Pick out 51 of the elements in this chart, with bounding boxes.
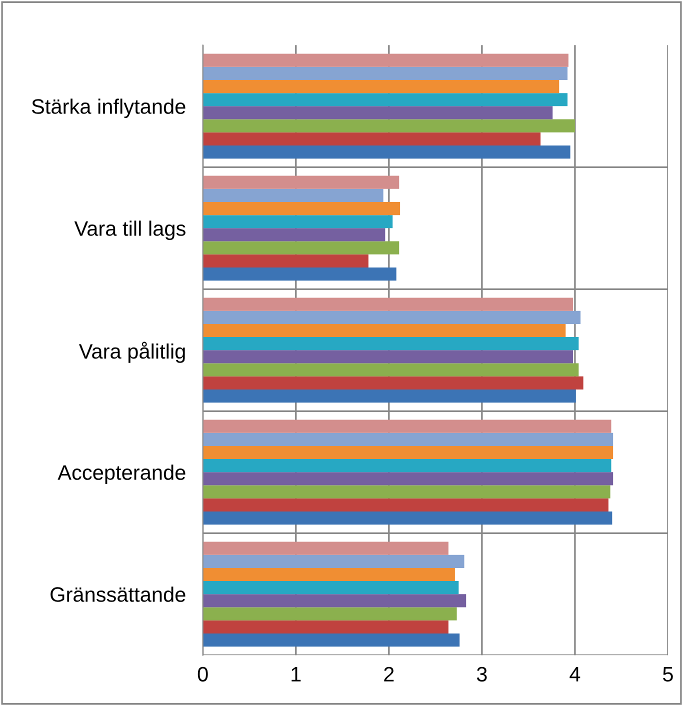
bar — [202, 310, 581, 324]
x-tick-label: 3 — [476, 666, 487, 682]
bar — [202, 568, 455, 582]
bar — [202, 446, 614, 460]
bar — [202, 106, 553, 120]
bar — [202, 254, 368, 268]
y-tick-label: Stärka inflytande — [32, 98, 186, 118]
bar — [202, 634, 460, 647]
bar — [202, 337, 579, 350]
bar — [202, 554, 464, 568]
bar — [202, 498, 608, 512]
bar — [202, 66, 568, 80]
bar — [202, 215, 393, 228]
bar — [202, 54, 568, 67]
bar — [202, 268, 396, 281]
bar — [202, 581, 459, 594]
bar — [202, 132, 541, 146]
bar — [202, 420, 612, 433]
x-tick-label: 0 — [198, 666, 208, 682]
x-tick-label: 1 — [292, 667, 301, 682]
bar — [202, 298, 574, 311]
bar — [202, 202, 400, 216]
x-tick-label: 4 — [570, 667, 580, 682]
bar — [202, 93, 568, 106]
bar — [202, 472, 614, 486]
y-tick-label: Accepterande — [58, 464, 186, 484]
bar — [202, 228, 386, 242]
bar — [202, 607, 457, 620]
y-tick-label: Gränssättande — [50, 586, 186, 602]
bar — [202, 432, 614, 446]
bar — [202, 363, 579, 376]
bar — [202, 512, 612, 525]
bar — [202, 376, 584, 390]
bar — [202, 350, 574, 364]
bar — [202, 176, 400, 189]
bar — [202, 594, 466, 608]
bar — [202, 620, 448, 634]
bar — [202, 241, 400, 254]
y-tick-label: Vara pålitlig — [78, 342, 185, 363]
x-tick-label: 2 — [384, 666, 394, 682]
bar — [202, 146, 570, 159]
x-tick-label: 5 — [663, 667, 673, 682]
bar — [202, 119, 575, 132]
bar — [202, 188, 384, 202]
bar — [202, 485, 610, 498]
bar — [202, 390, 576, 403]
bar — [202, 542, 448, 555]
bar — [202, 459, 612, 472]
y-tick-label: Vara till lags — [74, 220, 186, 240]
bar — [202, 324, 566, 338]
bar — [202, 80, 560, 94]
